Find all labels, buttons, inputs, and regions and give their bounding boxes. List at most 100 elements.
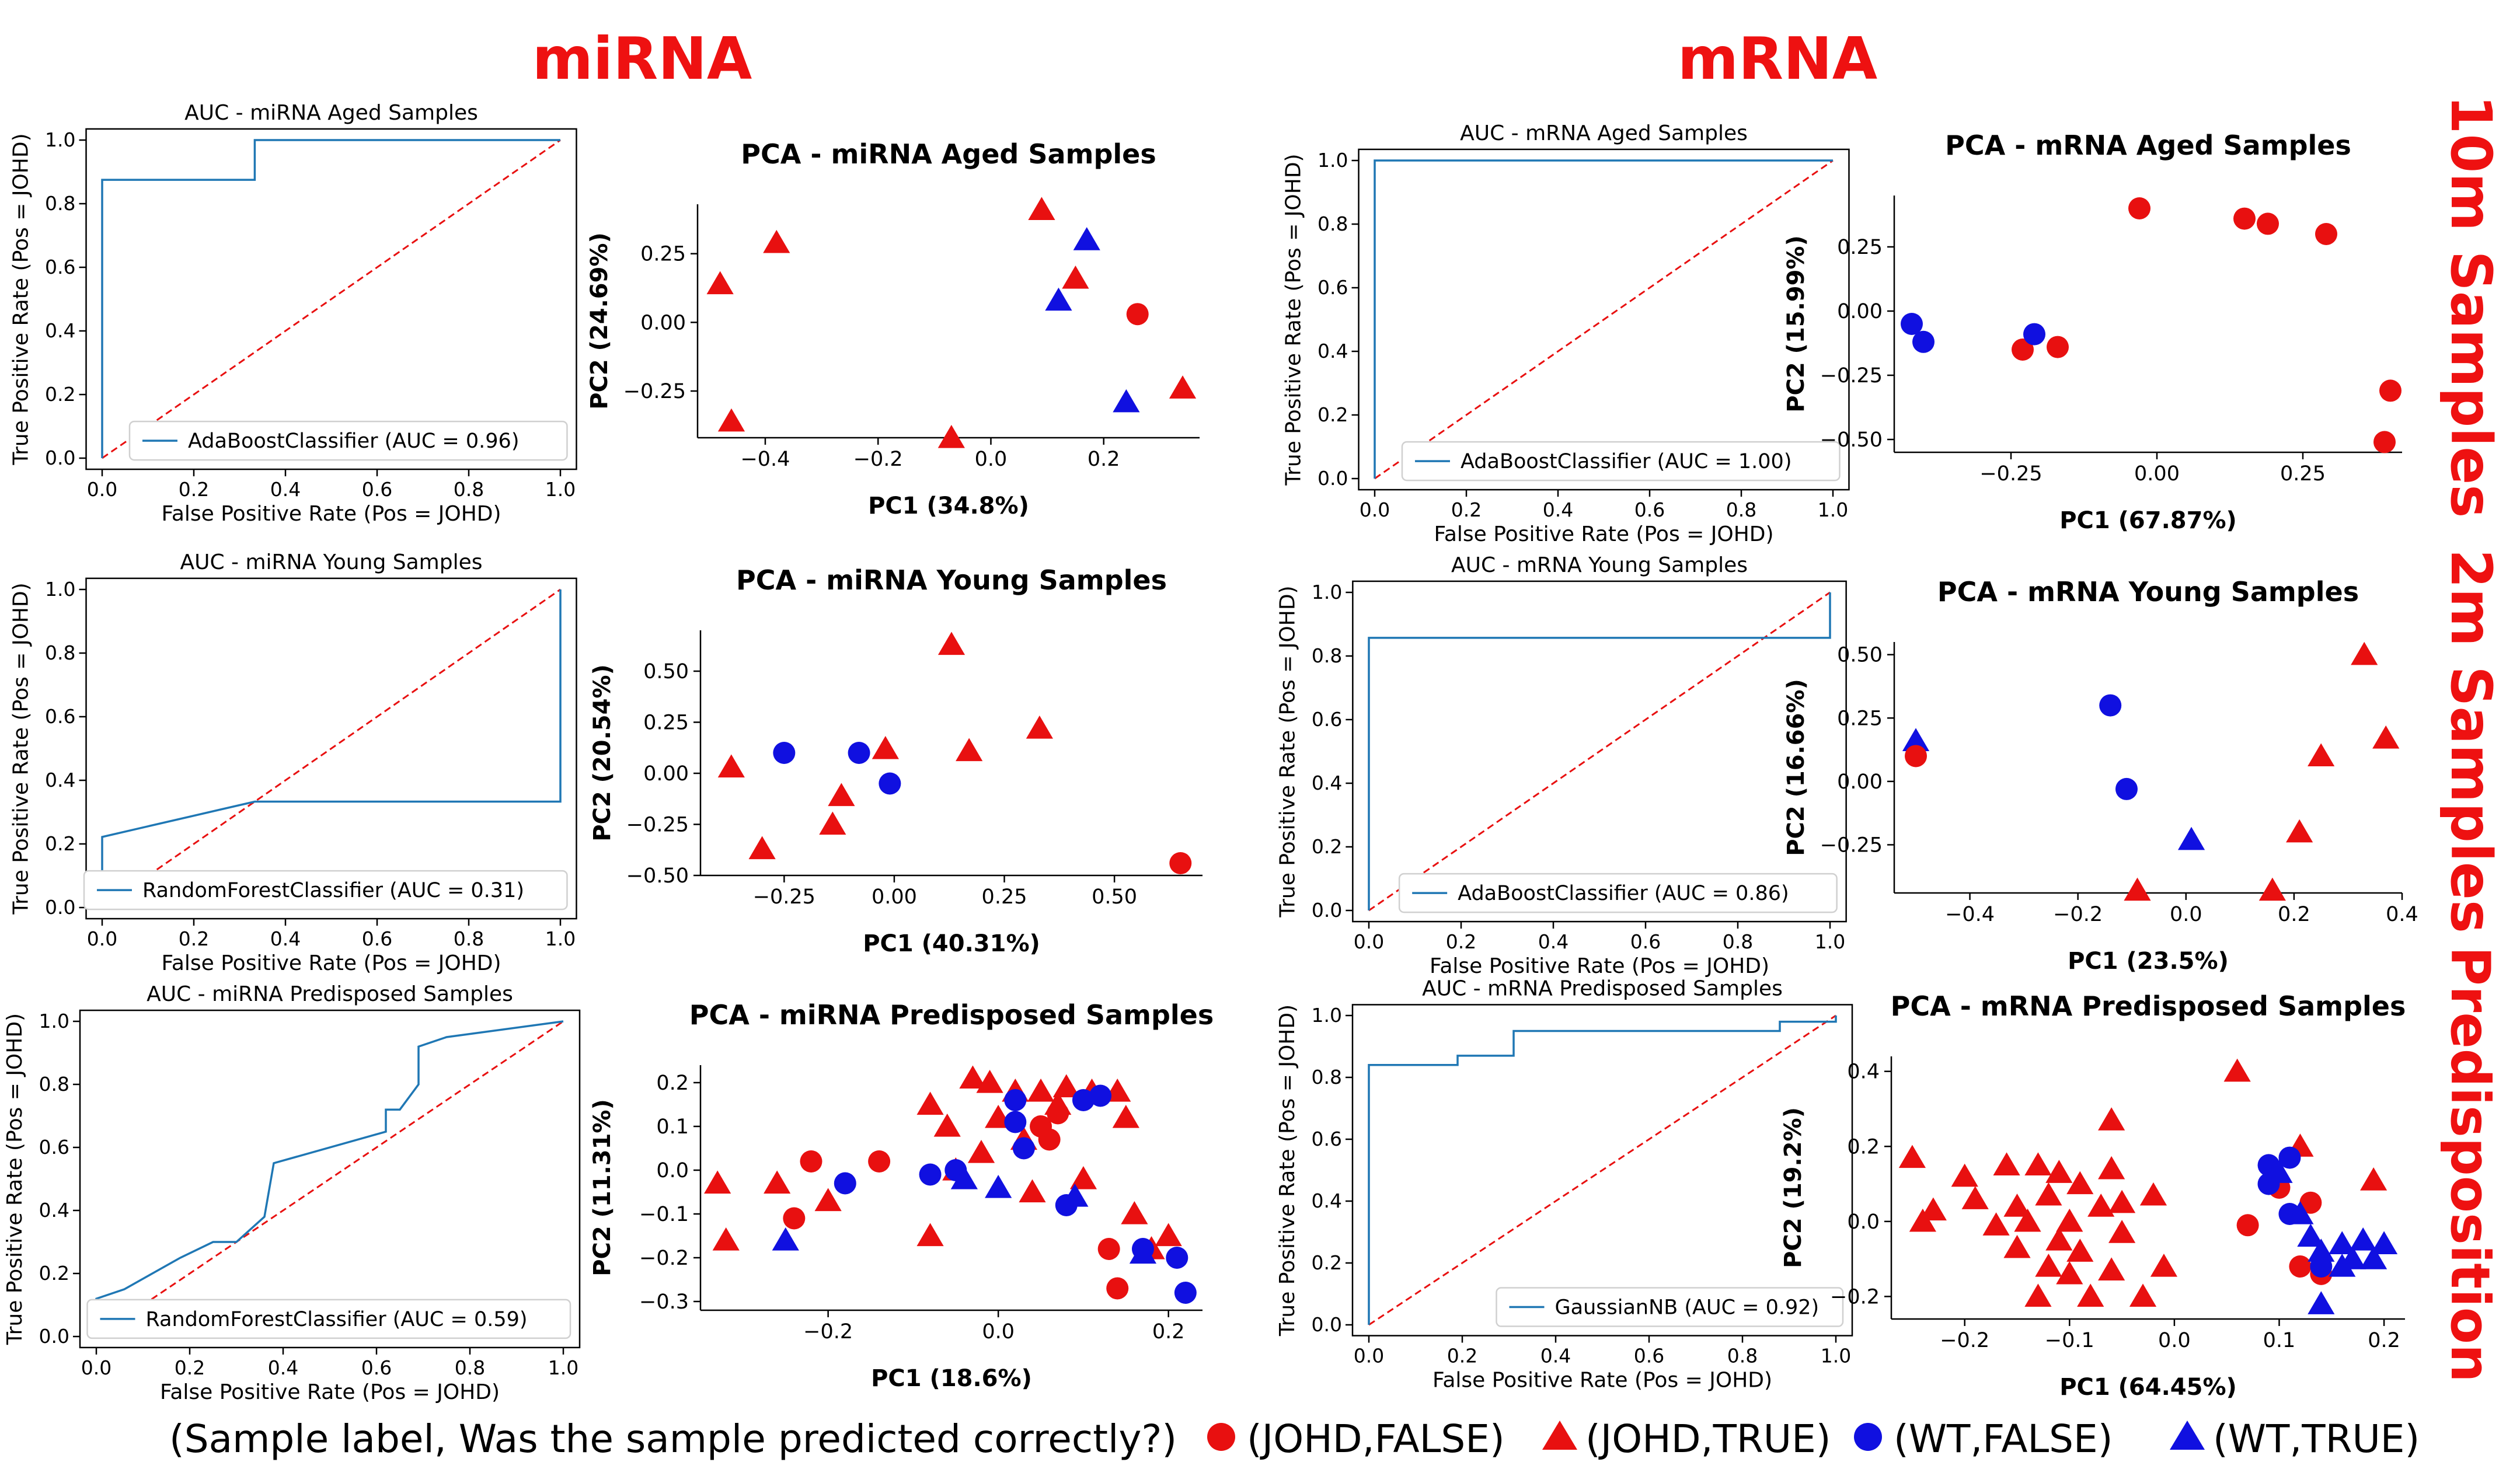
x-tick-label: 0.1 (2263, 1329, 2296, 1352)
x-tick-label: 0.8 (1723, 930, 1753, 953)
scatter-point-circle (1901, 313, 1923, 335)
scatter-point-triangle (1169, 375, 1197, 399)
x-tick-label: −0.1 (2045, 1329, 2094, 1352)
pca-title: PCA - miRNA Predisposed Samples (689, 999, 1214, 1031)
scatter-point-circle (868, 1150, 891, 1173)
chance-line (102, 588, 561, 909)
x-tick-label: 0.4 (270, 478, 301, 501)
y-axis-label: True Positive Rate (Pos = JOHD) (1275, 1004, 1299, 1337)
roc-mrna-young: 0.0 0.0 0.2 0.2 0.4 0.4 0.6 0.6 0.8 0.8 1.0 1.0 AUC … (1275, 553, 1847, 978)
y-tick-label: 0.00 (643, 762, 689, 786)
y-tick-label: 0.0 (39, 1325, 69, 1348)
scatter-point-circle (2236, 1214, 2259, 1237)
x-tick-label: 0.6 (362, 478, 392, 501)
x-tick-label: 0.0 (1354, 1345, 1384, 1367)
x-axis-label: PC1 (40.31%) (863, 930, 1040, 957)
y-tick-label: 0.6 (1312, 1128, 1342, 1150)
legend-item-label: (JOHD,TRUE) (1585, 1416, 1831, 1461)
scatter-point-triangle (1902, 728, 1930, 751)
roc-legend-label: RandomForestClassifier (AUC = 0.31) (142, 879, 524, 902)
scatter-point-circle (800, 1150, 822, 1173)
scatter-point-triangle (2035, 1254, 2062, 1277)
scatter-point-circle (773, 742, 796, 764)
x-tick-label: 0.0 (2158, 1329, 2191, 1352)
x-tick-label: 0.8 (1727, 1345, 1758, 1367)
scatter-point-triangle (748, 836, 776, 860)
plot-frame (79, 1009, 581, 1349)
scatter-point-circle (2257, 212, 2279, 235)
scatter-point-circle (848, 742, 870, 764)
roc-mrna-predisposed: 0.0 0.0 0.2 0.2 0.4 0.4 0.6 0.6 0.8 0.8 1.0 1.0 AUC … (1275, 976, 1853, 1393)
scatter-point-triangle (712, 1227, 740, 1251)
legend-marker-triangle (1542, 1421, 1577, 1450)
x-axis-label: PC1 (18.6%) (871, 1365, 1032, 1392)
roc-legend-label: AdaBoostClassifier (AUC = 0.86) (1458, 882, 1789, 905)
x-tick-label: 0.4 (268, 1356, 298, 1379)
x-tick-label: −0.25 (753, 885, 815, 909)
x-tick-label: −0.4 (1945, 903, 1995, 926)
legend-marker-circle (1207, 1423, 1235, 1451)
x-tick-label: 0.2 (179, 927, 209, 950)
scatter-point-triangle (772, 1227, 799, 1251)
scatter-point-triangle (916, 1091, 944, 1115)
scatter-point-triangle (2056, 1261, 2083, 1285)
scatter-point-triangle (1919, 1197, 1947, 1221)
scatter-point-triangle (1069, 1166, 1097, 1189)
scatter-point-triangle (1045, 287, 1072, 311)
scatter-point-triangle (2139, 1182, 2167, 1206)
x-tick-label: 1.0 (1815, 930, 1845, 953)
roc-legend-label: AdaBoostClassifier (AUC = 1.00) (1461, 450, 1792, 473)
scatter-point-triangle (2370, 1231, 2398, 1255)
plot-frame (1352, 580, 1847, 923)
y-tick-label: 0.8 (39, 1073, 69, 1095)
scatter-point-triangle (2308, 1291, 2335, 1314)
x-tick-label: 0.8 (454, 927, 484, 950)
scatter-point-circle (2128, 197, 2150, 219)
pca-mrna-aged: −0.25 0.00 0.25 0.25 0.00 −0.25 −0.50 PCA - mRN… (1783, 130, 2402, 534)
y-tick-label: −0.1 (639, 1203, 689, 1226)
y-tick-label: 0.0 (1312, 899, 1342, 922)
y-tick-label: 0.2 (45, 832, 75, 855)
scatter-point-circle (1089, 1084, 1112, 1107)
y-tick-label: 0.0 (1847, 1210, 1880, 1234)
x-tick-label: 1.0 (548, 1356, 578, 1379)
roc-legend-box (1401, 441, 1841, 481)
y-axis-label: PC2 (24.69%) (586, 232, 613, 410)
y-tick-label: 0.2 (1317, 403, 1348, 426)
x-tick-label: 0.8 (454, 478, 484, 501)
y-tick-label: 0.4 (45, 769, 75, 791)
y-tick-label: 0.4 (1847, 1060, 1880, 1084)
plot-frame (1358, 148, 1850, 491)
y-tick-label: −0.25 (1820, 364, 1883, 388)
legend-item-label: (WT,TRUE) (2213, 1416, 2420, 1461)
roc-curve (1368, 592, 1831, 910)
x-tick-label: 0.0 (87, 927, 117, 950)
x-tick-label: 0.2 (179, 478, 209, 501)
scatter-point-triangle (2003, 1194, 2031, 1217)
roc-legend-box (86, 1299, 571, 1339)
x-tick-label: 0.0 (1354, 930, 1384, 953)
roc-mirna-aged: 0.0 0.0 0.2 0.2 0.4 0.4 0.6 0.6 0.8 0.8 1.0 1.0 AUC … (9, 101, 577, 526)
row-label: 10m Samples (2438, 95, 2504, 518)
x-tick-label: −0.4 (740, 448, 790, 471)
y-tick-label: 0.8 (1312, 644, 1342, 667)
scatter-point-circle (2012, 339, 2034, 361)
x-axis-label: PC1 (34.8%) (868, 493, 1029, 519)
scatter-point-triangle (2351, 641, 2378, 665)
x-tick-label: −0.2 (853, 448, 903, 471)
y-tick-label: 0.25 (1837, 236, 1883, 259)
y-axis-label: True Positive Rate (Pos = JOHD) (9, 582, 33, 915)
y-tick-label: 0.4 (39, 1199, 69, 1222)
y-tick-label: 1.0 (1312, 1004, 1342, 1027)
scatter-point-triangle (2056, 1208, 2083, 1232)
x-tick-label: 0.2 (1447, 1345, 1477, 1367)
scatter-point-triangle (2177, 826, 2205, 850)
scatter-point-triangle (937, 425, 965, 448)
x-tick-label: 1.0 (1818, 498, 1848, 521)
x-tick-label: 0.4 (1543, 498, 1573, 521)
chance-line (1368, 1014, 1836, 1326)
scatter-point-triangle (2045, 1160, 2073, 1183)
scatter-point-triangle (2098, 1257, 2125, 1281)
x-tick-label: 0.50 (1092, 885, 1137, 909)
